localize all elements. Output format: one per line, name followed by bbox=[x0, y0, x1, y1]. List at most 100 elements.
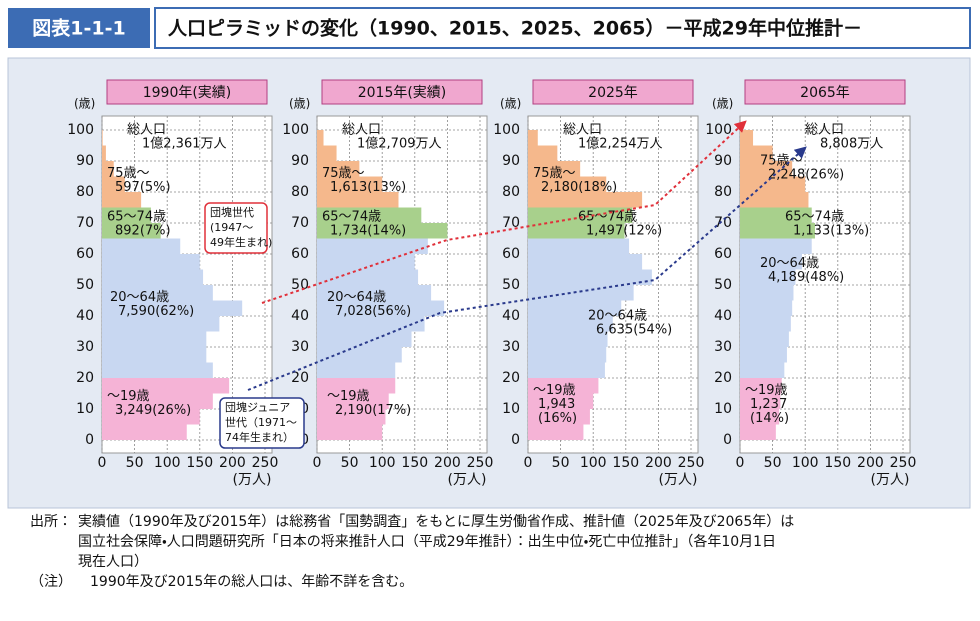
y-tick-label: 20 bbox=[502, 370, 520, 386]
y-tick-label: 100 bbox=[493, 122, 520, 138]
bar bbox=[740, 424, 776, 440]
y-tick-label: 90 bbox=[76, 153, 94, 169]
bar bbox=[317, 331, 412, 347]
bar bbox=[528, 269, 652, 285]
header-title: 人口ピラミッドの変化（1990、2015、2025、2065）－平成29年中位推… bbox=[167, 17, 862, 40]
bar bbox=[102, 316, 220, 332]
bar bbox=[102, 424, 187, 440]
bar bbox=[740, 362, 785, 378]
group-label: 75歳～ bbox=[760, 154, 803, 169]
y-tick-label: 100 bbox=[282, 122, 309, 138]
callout-text: 世代（1971～ bbox=[225, 416, 297, 429]
x-axis-label: (万人) bbox=[233, 472, 272, 488]
bar bbox=[317, 393, 389, 409]
bar bbox=[102, 238, 181, 254]
header-label: 図表1-1-1 bbox=[32, 17, 125, 40]
total-label: 総人口 bbox=[342, 123, 381, 138]
y-axis-label: (歳) bbox=[500, 97, 521, 111]
group-label: 75歳～ bbox=[107, 166, 150, 181]
x-tick-label: 100 bbox=[369, 455, 396, 471]
bar bbox=[528, 238, 630, 254]
bar bbox=[740, 347, 787, 363]
group-label: 20～64歳 bbox=[327, 290, 386, 305]
x-tick-label: 0 bbox=[736, 455, 745, 471]
panel-title: 2025年 bbox=[588, 85, 638, 101]
group-label: 75歳～ bbox=[533, 166, 576, 181]
bar bbox=[317, 316, 425, 332]
y-tick-label: 50 bbox=[76, 277, 94, 293]
bar bbox=[528, 192, 643, 208]
x-tick-label: 150 bbox=[401, 455, 428, 471]
x-tick-label: 200 bbox=[219, 455, 246, 471]
bar bbox=[102, 331, 207, 347]
group-value: 892(7%) bbox=[115, 223, 171, 238]
source-label: 出所： bbox=[30, 514, 72, 530]
x-axis-label: (万人) bbox=[871, 472, 910, 488]
bar bbox=[528, 254, 643, 270]
y-tick-label: 20 bbox=[76, 370, 94, 386]
bar bbox=[740, 409, 780, 425]
group-value: 1,497(12%) bbox=[586, 223, 662, 238]
source-line: 国立社会保障・人口問題研究所「日本の将来推計人口（平成29年推計）：出生中位・死… bbox=[78, 533, 776, 550]
bar bbox=[528, 300, 622, 316]
x-axis-label: (万人) bbox=[448, 472, 487, 488]
bar bbox=[317, 378, 396, 394]
y-axis-label: (歳) bbox=[74, 97, 95, 111]
bar bbox=[740, 176, 806, 192]
y-tick-label: 0 bbox=[511, 432, 520, 448]
bar bbox=[528, 347, 607, 363]
footer: 出所： 実績値（1990年及び2015年）は総務省「国勢調査」をもとに厚生労働省作… bbox=[30, 514, 794, 590]
group-value: (14%) bbox=[750, 411, 789, 426]
callout-box bbox=[219, 397, 305, 449]
panel-title-box bbox=[321, 79, 483, 105]
y-tick-label: 70 bbox=[291, 215, 309, 231]
y-tick-label: 30 bbox=[714, 339, 732, 355]
x-tick-label: 0 bbox=[524, 455, 533, 471]
group-value: 2,248(26%) bbox=[768, 168, 844, 183]
total-label: 総人口 bbox=[805, 123, 844, 138]
bar bbox=[102, 254, 200, 270]
x-tick-label: 250 bbox=[252, 455, 279, 471]
bar bbox=[102, 192, 142, 208]
bar bbox=[740, 254, 802, 270]
total-value: 1億2,709万人 bbox=[357, 137, 442, 152]
y-tick-label: 80 bbox=[291, 184, 309, 200]
y-tick-label: 40 bbox=[502, 308, 520, 324]
y-tick-label: 10 bbox=[76, 401, 94, 417]
bar bbox=[528, 362, 605, 378]
bar bbox=[102, 409, 200, 425]
y-tick-label: 80 bbox=[76, 184, 94, 200]
callout-text: 団塊ジュニア bbox=[225, 401, 290, 414]
bar bbox=[317, 300, 445, 316]
bar bbox=[317, 254, 415, 270]
bar bbox=[102, 130, 103, 146]
bar bbox=[317, 176, 383, 192]
y-tick-label: 0 bbox=[85, 432, 94, 448]
bar bbox=[102, 145, 106, 161]
bar bbox=[102, 300, 243, 316]
panel-title: 2065年 bbox=[800, 85, 850, 101]
bar bbox=[528, 316, 613, 332]
bar bbox=[528, 161, 581, 177]
y-tick-label: 50 bbox=[291, 277, 309, 293]
bar bbox=[102, 378, 230, 394]
note: 1990年及び2015年の総人口は、年齢不詳を含む。 bbox=[90, 574, 413, 590]
callout-box bbox=[204, 202, 268, 254]
y-tick-label: 40 bbox=[76, 308, 94, 324]
bar bbox=[317, 130, 324, 146]
y-tick-label: 70 bbox=[502, 215, 520, 231]
bar bbox=[102, 207, 151, 223]
total-value: 1億2,254万人 bbox=[578, 137, 663, 152]
bar bbox=[102, 347, 207, 363]
bar bbox=[102, 393, 213, 409]
group-label: 65～74歳 bbox=[578, 209, 637, 224]
group-value: 1,734(14%) bbox=[330, 223, 406, 238]
group-label: 65～74歳 bbox=[107, 209, 166, 224]
bar bbox=[528, 378, 599, 394]
callout-text: 49年生まれ) bbox=[210, 235, 272, 249]
y-tick-label: 60 bbox=[502, 246, 520, 262]
panel-title-box bbox=[106, 79, 268, 105]
y-tick-label: 30 bbox=[502, 339, 520, 355]
y-tick-label: 20 bbox=[291, 370, 309, 386]
callout-text: 74年生まれ） bbox=[225, 430, 294, 444]
